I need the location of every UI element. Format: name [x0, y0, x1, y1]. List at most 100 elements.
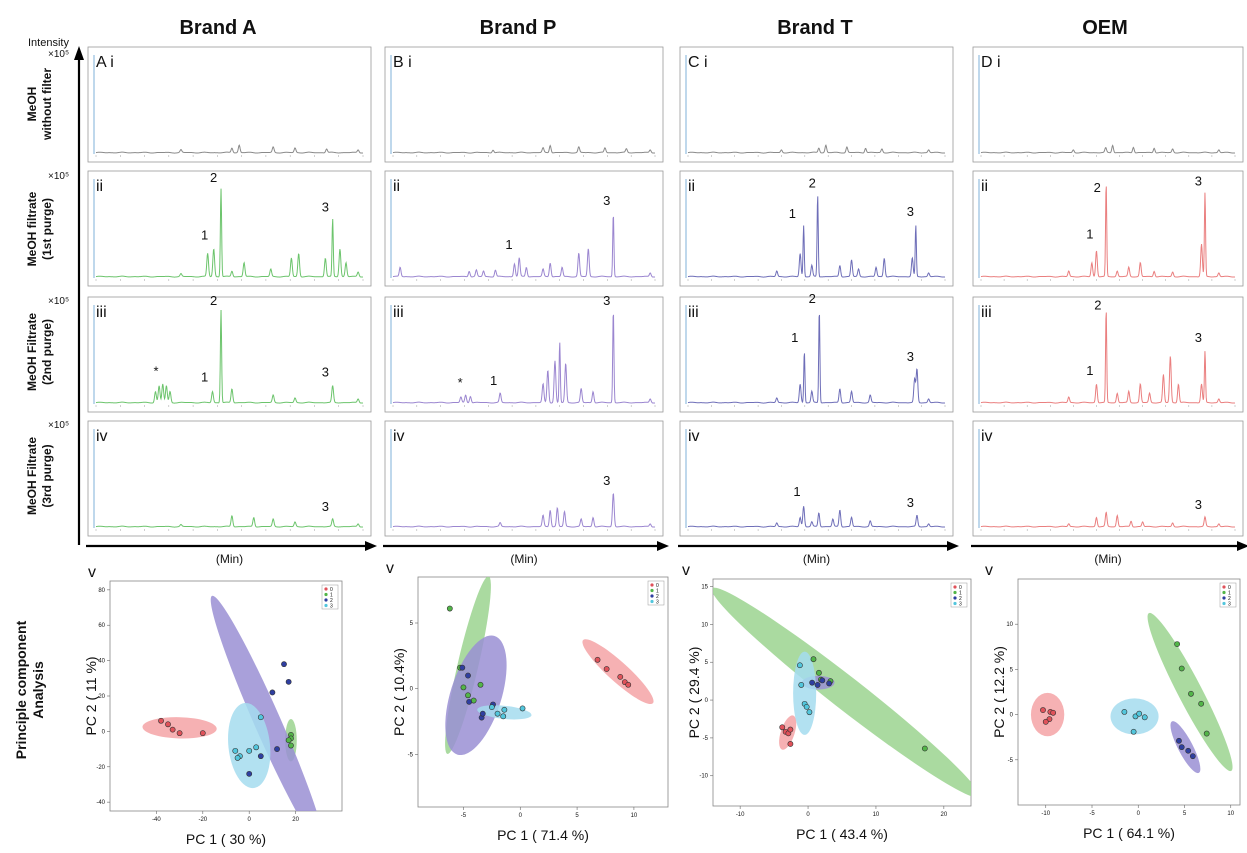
data-point: [519, 705, 526, 712]
panel-frame: [87, 296, 372, 413]
chromatogram-panel: iv 1 3: [679, 420, 954, 537]
legend-box: [321, 584, 339, 610]
legend-box: [647, 580, 665, 606]
legend-label: 3: [330, 604, 333, 610]
data-point: [1141, 714, 1148, 721]
confidence-ellipse: [210, 595, 325, 811]
panel-id: ii: [96, 178, 103, 195]
row-label: MeOH Filtrate (2nd purge): [25, 313, 54, 391]
peak-label: 2: [210, 170, 217, 185]
row-label: MeOH Filtrate (3rd purge): [25, 437, 54, 515]
legend-marker: [953, 601, 957, 606]
data-point: [232, 747, 239, 754]
panel-id: ii: [981, 178, 988, 195]
confidence-ellipse: [1030, 692, 1065, 737]
chromatogram-panel: ii 1 2 3: [972, 170, 1244, 287]
pca-frame: [1017, 578, 1241, 806]
time-axis-label: (Min): [510, 552, 537, 566]
data-point: [779, 724, 786, 731]
panel-id: A i: [96, 54, 114, 71]
data-point: [285, 678, 292, 685]
y-axis-label: PC 2 ( 29.4 %): [686, 647, 702, 739]
x-axis-label: PC 1 ( 30 %): [186, 831, 266, 847]
y-tick-label: 20: [98, 694, 105, 700]
legend-box: [950, 582, 968, 608]
panel-frame: [679, 296, 954, 413]
x-tick-label: 0: [519, 813, 523, 819]
svg-text:Principle component: Principle component: [13, 620, 29, 759]
y-tick-label: 5: [1010, 667, 1014, 673]
data-point: [158, 717, 164, 724]
data-point: [246, 747, 253, 754]
legend-label: 2: [656, 594, 659, 600]
brand-title: Brand T: [777, 17, 853, 39]
legend-marker: [953, 590, 957, 595]
chromatogram-trace: [392, 493, 656, 528]
legend-label: 0: [1228, 585, 1231, 591]
data-point: [494, 710, 501, 717]
data-point: [1178, 665, 1185, 672]
y-tick-label: -20: [96, 765, 105, 771]
chromatogram-trace: [687, 314, 946, 404]
legend-label: 1: [330, 593, 333, 599]
legend-marker: [1222, 590, 1226, 595]
data-point: [488, 704, 495, 711]
panel-id: B i: [393, 54, 412, 71]
legend-marker: [650, 583, 654, 587]
panel-id: iii: [981, 304, 992, 321]
peak-label: *: [458, 375, 463, 390]
panel-id: v: [682, 562, 690, 579]
data-point: [446, 605, 453, 612]
peak-label: 2: [210, 293, 217, 308]
x-tick-label: -10: [736, 812, 745, 818]
panel-id: ii: [688, 178, 695, 195]
svg-text:without filter: without filter: [40, 68, 54, 141]
chromatogram-panel: D i: [972, 46, 1244, 163]
peak-label: 1: [505, 237, 512, 252]
y-axis-label: PC 2 ( 10.4%): [391, 648, 407, 736]
legend-marker: [1222, 585, 1226, 589]
chromatogram-trace: [980, 186, 1236, 278]
y-tick-label: 0: [410, 687, 414, 693]
time-axis-label: (Min): [216, 552, 243, 566]
data-point: [460, 684, 467, 691]
data-point: [603, 666, 610, 672]
data-point: [826, 680, 832, 687]
y-tick-label: -10: [699, 774, 708, 780]
data-point: [169, 726, 176, 733]
peak-label: 1: [1086, 363, 1093, 378]
chromatogram-panel: A i: [87, 46, 372, 163]
peak-label: 3: [1195, 330, 1202, 345]
legend-marker: [953, 596, 957, 600]
data-point: [479, 710, 486, 717]
chromatogram-trace: [687, 506, 946, 528]
panel-frame: [972, 296, 1244, 413]
time-axis-label: (Min): [1094, 552, 1121, 566]
svg-text:Analysis: Analysis: [30, 661, 46, 719]
data-point: [787, 741, 794, 747]
x-tick-label: 10: [631, 813, 638, 819]
y-tick-label: 5: [705, 660, 709, 666]
x-tick-label: -5: [1089, 811, 1095, 817]
panel-id: v: [88, 564, 96, 581]
data-point: [500, 713, 507, 720]
panel-frame: [972, 46, 1244, 163]
data-point: [1203, 730, 1210, 737]
confidence-ellipse: [1170, 721, 1201, 774]
data-point: [1188, 690, 1194, 697]
row-label: MeOH without filter: [25, 68, 54, 141]
confidence-ellipse: [793, 651, 817, 735]
peak-label: 3: [603, 293, 610, 308]
chromatogram-trace: [392, 216, 656, 278]
x-axis-label: PC 1 ( 43.4 %): [796, 826, 888, 842]
x-tick-label: 10: [1227, 811, 1234, 817]
chromatogram-trace: [95, 144, 364, 154]
y-tick-label: 0: [1010, 713, 1014, 719]
legend-marker: [650, 588, 654, 593]
svg-text:(3rd purge): (3rd purge): [40, 444, 54, 507]
data-point: [257, 714, 264, 721]
panel-frame: [87, 420, 372, 537]
data-point: [1174, 641, 1180, 647]
